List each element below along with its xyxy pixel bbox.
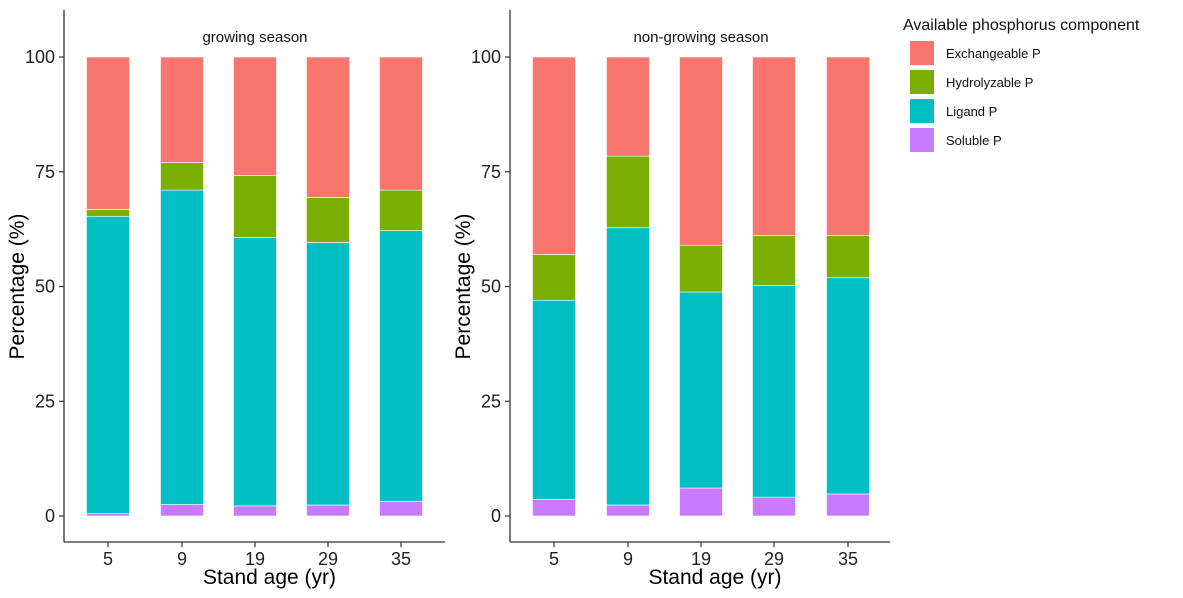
bar-ligand-p-19 bbox=[679, 291, 723, 489]
bars bbox=[86, 56, 423, 517]
y-axis-title: Percentage (%) bbox=[6, 214, 29, 360]
bar-exchangeable-p-5 bbox=[532, 56, 576, 255]
bar-ligand-p-29 bbox=[752, 285, 796, 498]
bar-hydrolyzable-p-19 bbox=[679, 244, 723, 293]
bars bbox=[532, 56, 870, 517]
y-tick-label: 50 bbox=[481, 277, 501, 297]
legend-swatch-hydrolyzable-p bbox=[910, 70, 934, 94]
bar-exchangeable-p-19 bbox=[233, 56, 277, 176]
x-tick-label: 9 bbox=[177, 549, 187, 569]
x-tick-label: 29 bbox=[318, 549, 338, 569]
bar-exchangeable-p-35 bbox=[379, 56, 423, 191]
legend-swatch-ligand-p bbox=[910, 99, 934, 123]
legend-title: Available phosphorus component bbox=[903, 17, 1140, 34]
y-tick-label: 50 bbox=[35, 277, 55, 297]
bar-ligand-p-19 bbox=[233, 237, 277, 507]
bar-exchangeable-p-5 bbox=[86, 56, 130, 210]
legend-label-hydrolyzable-p: Hydrolyzable P bbox=[946, 75, 1033, 90]
bar-soluble-p-35 bbox=[379, 501, 423, 517]
x-axis-title: Stand age (yr) bbox=[648, 566, 781, 589]
x-axis-title: Stand age (yr) bbox=[203, 566, 336, 589]
bar-exchangeable-p-29 bbox=[752, 56, 796, 236]
y-tick-label: 25 bbox=[35, 391, 55, 411]
bar-exchangeable-p-19 bbox=[679, 56, 723, 246]
bar-ligand-p-35 bbox=[826, 277, 870, 495]
bar-hydrolyzable-p-29 bbox=[306, 197, 350, 243]
legend-label-ligand-p: Ligand P bbox=[946, 104, 997, 119]
bar-soluble-p-29 bbox=[306, 504, 350, 517]
legend: Available phosphorus component Exchangea… bbox=[903, 17, 1140, 152]
bar-soluble-p-9 bbox=[160, 504, 204, 517]
bar-hydrolyzable-p-35 bbox=[826, 235, 870, 279]
x-tick-label: 19 bbox=[691, 549, 711, 569]
panel-title: non-growing season bbox=[633, 29, 768, 46]
bar-hydrolyzable-p-5 bbox=[86, 209, 130, 217]
bar-exchangeable-p-9 bbox=[160, 56, 204, 163]
x-tick-label: 35 bbox=[391, 549, 411, 569]
x-tick-label: 35 bbox=[838, 549, 858, 569]
bar-soluble-p-5 bbox=[86, 513, 130, 517]
chart-panel-growing-season: 0 25 50 75 100 5 9 19 29 35 growing season Stand ag… bbox=[6, 10, 445, 589]
y-tick-label: 0 bbox=[491, 506, 501, 526]
y-tick-label: 100 bbox=[471, 47, 501, 67]
bar-ligand-p-9 bbox=[606, 227, 650, 506]
legend-label-exchangeable-p: Exchangeable P bbox=[946, 46, 1041, 61]
legend-swatch-soluble-p bbox=[910, 128, 934, 152]
y-tick-label: 25 bbox=[481, 391, 501, 411]
x-tick-label: 29 bbox=[764, 549, 784, 569]
bar-hydrolyzable-p-19 bbox=[233, 175, 277, 238]
legend-label-soluble-p: Soluble P bbox=[946, 133, 1002, 148]
y-tick-label: 75 bbox=[35, 162, 55, 182]
bar-ligand-p-29 bbox=[306, 242, 350, 506]
legend-swatch-exchangeable-p bbox=[910, 41, 934, 65]
bar-soluble-p-29 bbox=[752, 496, 796, 517]
bar-hydrolyzable-p-35 bbox=[379, 189, 423, 231]
bar-ligand-p-5 bbox=[532, 299, 576, 500]
bar-hydrolyzable-p-29 bbox=[752, 235, 796, 286]
bar-exchangeable-p-9 bbox=[606, 56, 650, 157]
bar-ligand-p-35 bbox=[379, 230, 423, 502]
x-tick-label: 9 bbox=[623, 549, 633, 569]
x-tick-label: 5 bbox=[549, 549, 559, 569]
bar-exchangeable-p-29 bbox=[306, 56, 350, 198]
y-tick-label: 0 bbox=[45, 506, 55, 526]
bar-soluble-p-35 bbox=[826, 493, 870, 517]
bar-exchangeable-p-35 bbox=[826, 56, 870, 236]
bar-soluble-p-5 bbox=[532, 499, 576, 517]
x-tick-label: 5 bbox=[103, 549, 113, 569]
y-tick-label: 100 bbox=[25, 47, 55, 67]
bar-soluble-p-19 bbox=[679, 487, 723, 517]
bar-hydrolyzable-p-5 bbox=[532, 254, 576, 301]
y-tick-label: 75 bbox=[481, 162, 501, 182]
bar-hydrolyzable-p-9 bbox=[606, 155, 650, 229]
y-axis-title: Percentage (%) bbox=[452, 214, 475, 360]
chart-panel-non-growing-season: 0 25 50 75 100 5 9 19 29 35 non-growing season Stan… bbox=[452, 10, 890, 589]
bar-ligand-p-5 bbox=[86, 215, 130, 515]
bar-hydrolyzable-p-9 bbox=[160, 162, 204, 191]
bar-ligand-p-9 bbox=[160, 189, 204, 505]
panel-title: growing season bbox=[202, 29, 307, 46]
bar-soluble-p-19 bbox=[233, 505, 277, 517]
bar-soluble-p-9 bbox=[606, 504, 650, 517]
x-tick-label: 19 bbox=[245, 549, 265, 569]
